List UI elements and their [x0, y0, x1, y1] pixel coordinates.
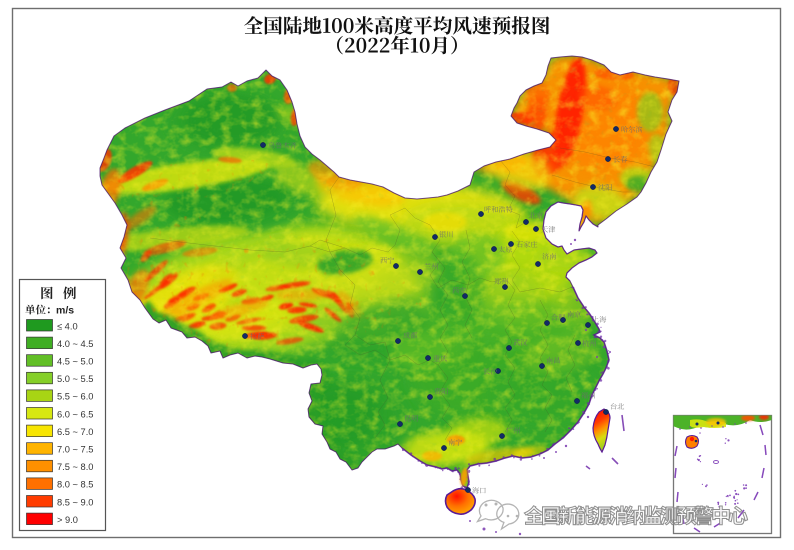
svg-text:5.0 ~ 5.5: 5.0 ~ 5.5	[57, 374, 93, 384]
svg-text:6.0 ~ 6.5: 6.0 ~ 6.5	[57, 409, 93, 419]
svg-text:4.0 ~ 4.5: 4.0 ~ 4.5	[57, 339, 93, 349]
svg-text:≤ 4.0: ≤ 4.0	[57, 321, 78, 331]
svg-text:7.5 ~ 8.0: 7.5 ~ 8.0	[57, 462, 93, 472]
svg-text:7.0 ~ 7.5: 7.0 ~ 7.5	[57, 445, 93, 455]
svg-text:8.0 ~ 8.5: 8.0 ~ 8.5	[57, 480, 93, 490]
svg-text:> 9.0: > 9.0	[57, 515, 78, 525]
svg-text:6.5 ~ 7.0: 6.5 ~ 7.0	[57, 427, 93, 437]
svg-text:m/s: m/s	[56, 305, 74, 317]
svg-text:8.5 ~ 9.0: 8.5 ~ 9.0	[57, 497, 93, 507]
svg-text:4.5 ~ 5.0: 4.5 ~ 5.0	[57, 357, 93, 367]
svg-text:5.5 ~ 6.0: 5.5 ~ 6.0	[57, 392, 93, 402]
